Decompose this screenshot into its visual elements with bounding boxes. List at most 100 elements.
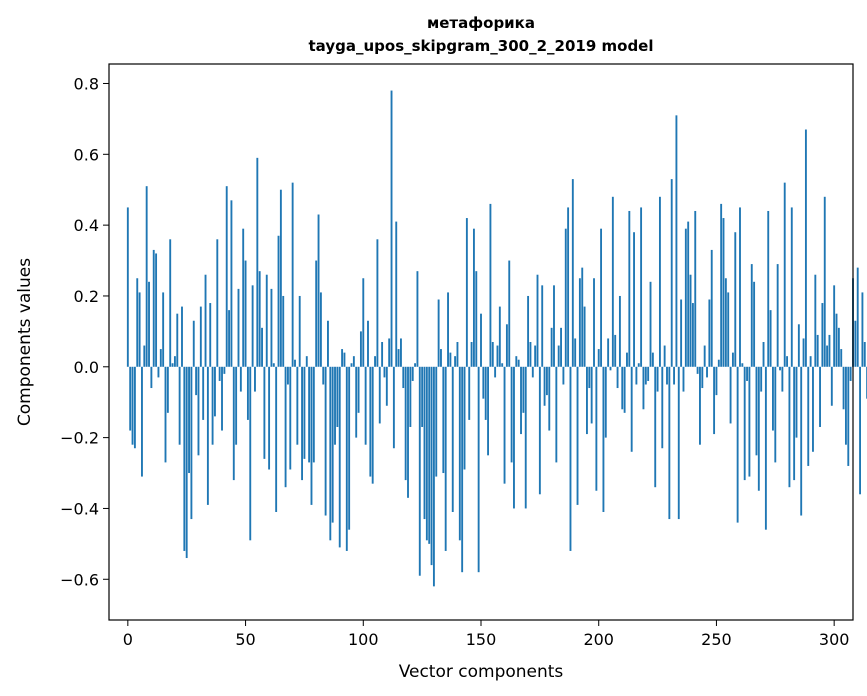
bar [618, 295, 621, 367]
bar [703, 345, 706, 367]
bar [663, 345, 666, 367]
bar [503, 366, 506, 484]
bar [414, 363, 417, 367]
x-tick-label: 100 [348, 630, 379, 649]
bar [524, 366, 527, 509]
bar [609, 366, 612, 371]
bar [555, 366, 558, 463]
bar [442, 366, 445, 474]
bar [515, 356, 518, 367]
bar [303, 366, 306, 459]
bar [611, 196, 614, 367]
bar [192, 320, 195, 367]
bar [317, 214, 320, 367]
chart-title: метафорика [427, 14, 535, 32]
bar [131, 366, 134, 445]
bars-group [126, 90, 867, 587]
bar [821, 303, 824, 367]
bar [251, 285, 254, 367]
bar [263, 366, 266, 459]
y-tick-label: 0.0 [74, 358, 99, 377]
bar [218, 366, 221, 381]
bar [550, 327, 553, 367]
bar [677, 366, 680, 520]
bar [225, 186, 228, 367]
bar [743, 366, 746, 481]
bar [359, 331, 362, 367]
bar [536, 274, 539, 367]
bar [804, 129, 807, 367]
bar [628, 210, 631, 367]
bar [284, 366, 287, 488]
bar [324, 366, 327, 516]
bar [666, 366, 668, 385]
bar [181, 306, 183, 367]
bar [364, 366, 367, 445]
x-tick-label: 50 [235, 630, 255, 649]
bar [341, 349, 344, 367]
x-axis-label: Vector components [399, 662, 564, 682]
bar [706, 366, 708, 378]
bar [607, 338, 610, 367]
y-tick-label: −0.2 [60, 429, 99, 448]
bar [840, 349, 843, 367]
bar [244, 260, 247, 367]
bar [400, 338, 402, 367]
bar [626, 352, 628, 367]
bar [204, 274, 207, 367]
bar [647, 366, 650, 381]
bar [381, 342, 384, 367]
bar [571, 179, 574, 367]
bar [578, 278, 581, 367]
bar [835, 313, 838, 367]
bar [520, 366, 522, 435]
bar [440, 349, 442, 367]
bar [465, 218, 468, 367]
bar [301, 366, 303, 481]
bar [630, 366, 633, 452]
bar [152, 249, 155, 367]
bar [235, 366, 238, 445]
bar [409, 366, 412, 427]
bar [362, 278, 365, 367]
bar [816, 334, 819, 367]
bar [800, 366, 803, 516]
bar [830, 366, 833, 406]
bar [162, 292, 165, 367]
bar [480, 313, 482, 367]
bar [741, 363, 744, 367]
bar [717, 359, 720, 367]
bar [171, 363, 174, 367]
bar [814, 274, 817, 367]
bar [635, 366, 638, 385]
bar [444, 366, 447, 551]
bar [494, 366, 497, 378]
bar [621, 366, 624, 410]
y-tick-label: 0.4 [74, 216, 99, 235]
bar [682, 366, 685, 392]
bar [757, 366, 760, 491]
y-tick-label: −0.4 [60, 499, 99, 518]
bar [242, 228, 245, 367]
bar [150, 366, 153, 389]
bar [842, 366, 845, 410]
bar [223, 366, 226, 374]
bar [569, 366, 572, 551]
bar [428, 366, 431, 544]
bar [126, 207, 129, 367]
bar [423, 366, 426, 520]
bar [774, 366, 777, 463]
bar [562, 366, 565, 385]
bar [783, 182, 786, 367]
bar [367, 320, 369, 367]
bar [684, 228, 687, 367]
bar [374, 356, 376, 367]
bar [392, 366, 395, 449]
bar [237, 288, 240, 367]
bar [694, 210, 697, 367]
bar [510, 366, 513, 463]
bar [731, 352, 734, 367]
bar [176, 313, 179, 367]
bar [734, 232, 737, 367]
bar [472, 228, 475, 367]
